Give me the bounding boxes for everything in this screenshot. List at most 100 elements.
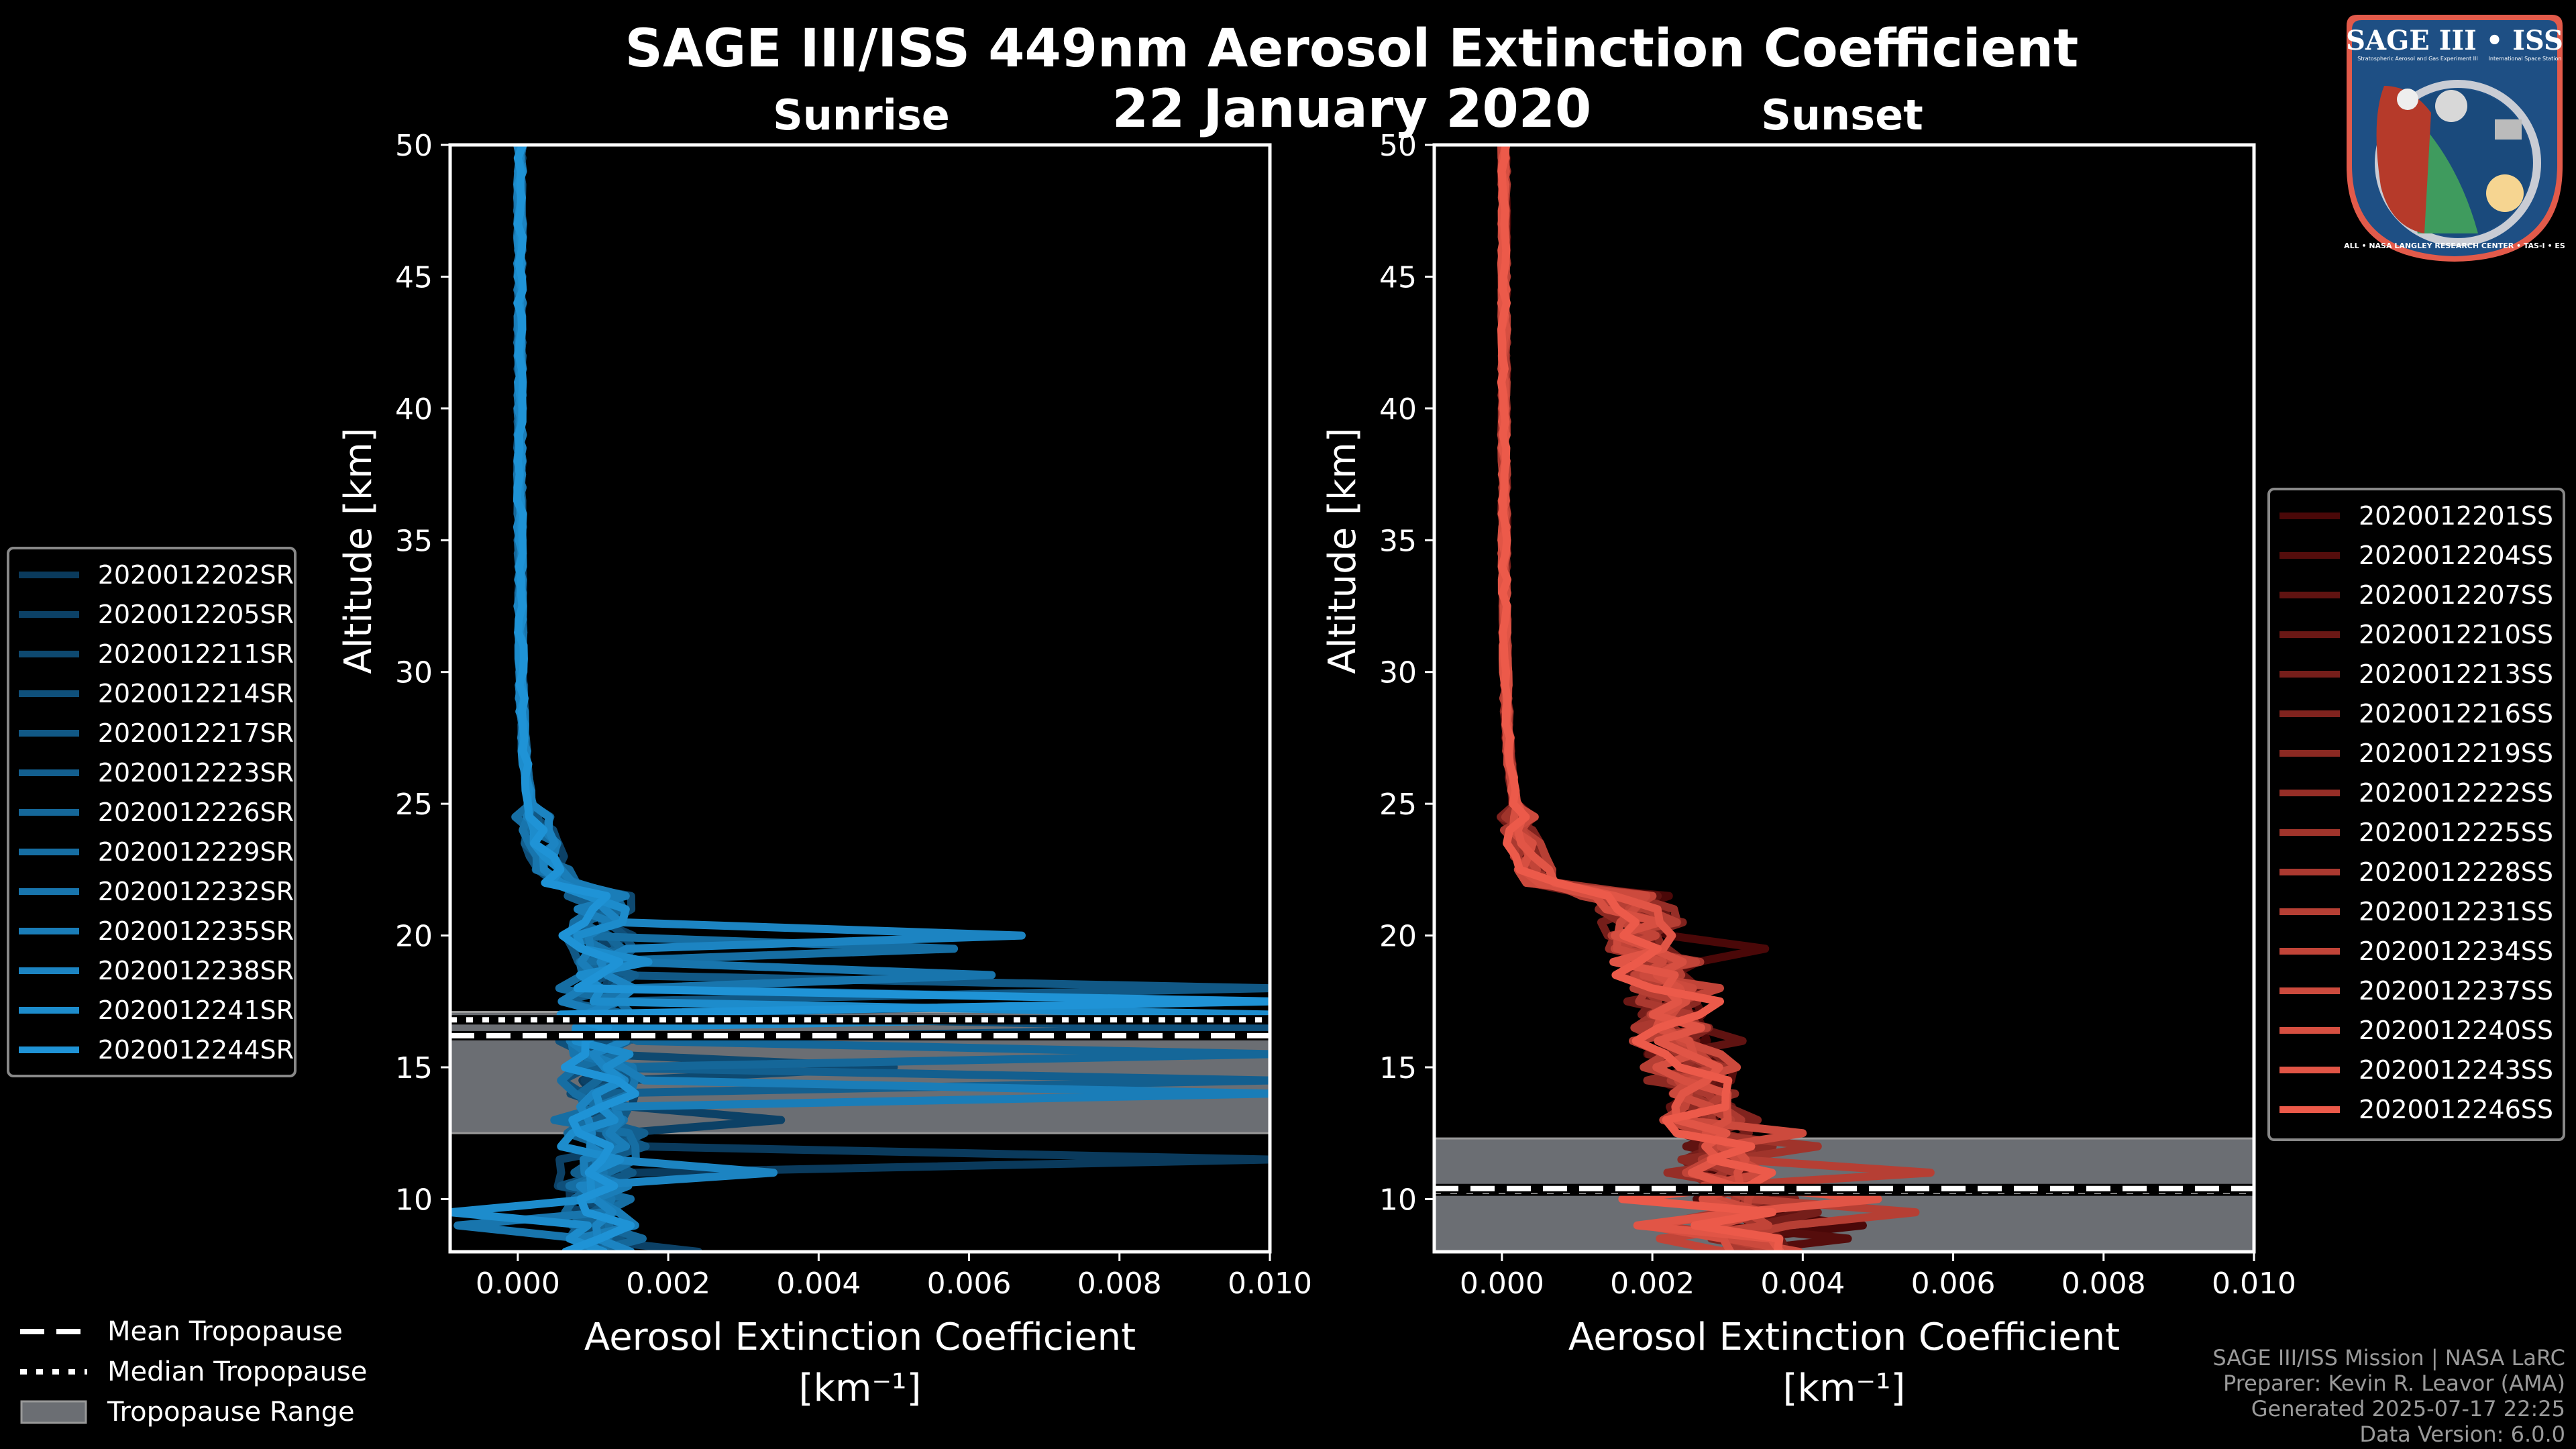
profile-line-2020012243SS — [1497, 145, 1882, 1252]
legend-label: 2020012229SR — [97, 837, 294, 867]
y-tick-label: 45 — [1379, 260, 1417, 294]
legend-item: 2020012231SS — [2270, 892, 2563, 931]
x-tick-label: 0.010 — [2212, 1267, 2296, 1301]
logo-line2: International Space Station — [2489, 56, 2562, 62]
y-tick-label: 25 — [395, 788, 433, 822]
y-tick-label: 25 — [1379, 788, 1417, 822]
legend-item: 2020012214SR — [9, 674, 294, 713]
legend-item: 2020012219SS — [2270, 733, 2563, 773]
tropopause-legend: Mean Tropopause Median Tropopause Tropop… — [20, 1311, 367, 1432]
x-axis-unit: [km⁻¹] — [799, 1366, 922, 1410]
legend-label: 2020012235SR — [97, 916, 294, 946]
x-tick-label: 0.010 — [1228, 1267, 1312, 1301]
legend-label: 2020012226SR — [97, 797, 294, 827]
legend-swatch — [2279, 1026, 2340, 1034]
legend-swatch — [19, 1006, 79, 1014]
legend-item: 2020012246SS — [2270, 1089, 2563, 1129]
legend-item: 2020012207SS — [2270, 575, 2563, 614]
legend-swatch — [19, 571, 79, 578]
footer-preparer: Preparer: Kevin R. Leavor (AMA) — [2222, 1371, 2565, 1396]
iss-icon — [2495, 119, 2522, 140]
legend-item: 2020012216SS — [2270, 694, 2563, 733]
x-tick-label: 0.000 — [476, 1267, 560, 1301]
logo-ring-text: BALL • NASA LANGLEY RESEARCH CENTER • TA… — [2344, 241, 2565, 250]
axes-frame — [448, 143, 1272, 1254]
profile-line-2020012216SS — [1497, 145, 1800, 1252]
axes-frame — [1432, 143, 2256, 1254]
logo-line1: Stratospheric Aerosol and Gas Experiment… — [2357, 56, 2477, 62]
legend-label: 2020012232SR — [97, 876, 294, 906]
legend-label: Mean Tropopause — [107, 1316, 343, 1347]
legend-swatch — [2279, 631, 2340, 638]
legend-swatch — [19, 650, 79, 657]
x-tick-label: 0.004 — [776, 1267, 861, 1301]
x-axis-label: Aerosol Extinction Coefficient — [584, 1316, 1136, 1359]
legend-label: 2020012244SR — [97, 1034, 294, 1065]
x-axis-unit: [km⁻¹] — [1783, 1366, 1906, 1410]
legend-swatch — [19, 729, 79, 737]
sunset-legend: 2020012201SS 2020012204SS 2020012207SS 2020… — [2267, 488, 2565, 1141]
legend-label: 2020012225SS — [2359, 817, 2554, 847]
x-tick-label: 0.008 — [1077, 1267, 1162, 1301]
legend-swatch — [19, 610, 79, 618]
footer-credits: SAGE III/ISS Mission | NASA LaRC Prepare… — [2212, 1345, 2565, 1447]
moon-icon — [2435, 90, 2467, 122]
legend-item: 2020012235SR — [9, 911, 294, 951]
legend-label: 2020012214SR — [97, 678, 294, 708]
x-tick-label: 0.006 — [1911, 1267, 1996, 1301]
legend-label: 2020012219SS — [2359, 738, 2554, 768]
legend-label: Tropopause Range — [107, 1397, 355, 1428]
y-tick-label: 15 — [1379, 1051, 1417, 1085]
legend-item: 2020012232SR — [9, 871, 294, 911]
y-tick-label: 10 — [1379, 1183, 1417, 1217]
legend-item: 2020012205SR — [9, 594, 294, 634]
legend-item: 2020012229SR — [9, 832, 294, 871]
profile-line-2020012237SS — [1497, 145, 1807, 1252]
legend-swatch — [2279, 551, 2340, 559]
footer-mission: SAGE III/ISS Mission | NASA LaRC — [2212, 1345, 2565, 1371]
dotted-line-icon — [20, 1369, 87, 1375]
legend-label: 2020012211SR — [97, 639, 294, 669]
legend-label: 2020012201SS — [2359, 500, 2554, 531]
x-tick-label: 0.002 — [1610, 1267, 1695, 1301]
legend-swatch — [19, 808, 79, 816]
legend-label: 2020012243SS — [2359, 1055, 2554, 1085]
legend-label: 2020012234SS — [2359, 936, 2554, 966]
legend-label: Median Tropopause — [107, 1356, 368, 1387]
y-tick-label: 50 — [1379, 129, 1417, 163]
legend-label: 2020012237SS — [2359, 975, 2554, 1006]
logo-title: SAGE III • ISS — [2346, 25, 2563, 56]
sage-mission-logo: SAGE III • ISS Stratospheric Aerosol and… — [2344, 15, 2565, 262]
y-tick-label: 35 — [1379, 524, 1417, 558]
legend-label: 2020012228SS — [2359, 857, 2554, 887]
legend-label: 2020012222SS — [2359, 777, 2554, 808]
sunrise-legend: 2020012202SR 2020012205SR 2020012211SR 2020… — [7, 547, 297, 1077]
legend-item: 2020012241SR — [9, 990, 294, 1030]
profile-line-2020012207SS — [1497, 145, 1807, 1252]
legend-item: 2020012237SS — [2270, 971, 2563, 1010]
legend-swatch — [2279, 749, 2340, 757]
legend-label: 2020012216SS — [2359, 698, 2554, 729]
y-tick-label: 40 — [395, 392, 433, 427]
footer-version: Data Version: 6.0.0 — [2359, 1421, 2565, 1447]
legend-swatch — [2279, 1106, 2340, 1113]
subplot-title-sunset: Sunset — [1761, 91, 1923, 140]
legend-item: 2020012204SS — [2270, 535, 2563, 575]
chart-title: SAGE III/ISS 449nm Aerosol Extinction Co… — [625, 19, 2079, 79]
legend-swatch — [19, 848, 79, 855]
x-tick-label: 0.000 — [1460, 1267, 1544, 1301]
legend-swatch — [2279, 828, 2340, 836]
profile-line-2020012246SS — [1497, 145, 1784, 1252]
legend-label: 2020012238SR — [97, 955, 294, 985]
legend-label: 2020012217SR — [97, 718, 294, 748]
legend-label: 2020012213SS — [2359, 659, 2554, 689]
legend-item: 2020012243SS — [2270, 1050, 2563, 1089]
legend-tropopause-range: Tropopause Range — [20, 1392, 367, 1432]
legend-swatch — [2279, 512, 2340, 519]
legend-item: 2020012211SR — [9, 634, 294, 674]
dashed-line-icon — [20, 1329, 87, 1334]
legend-label: 2020012210SS — [2359, 619, 2554, 649]
legend-mean-tropopause: Mean Tropopause — [20, 1311, 367, 1352]
legend-label: 2020012240SS — [2359, 1015, 2554, 1045]
profile-line-2020012240SS — [1497, 145, 1750, 1252]
